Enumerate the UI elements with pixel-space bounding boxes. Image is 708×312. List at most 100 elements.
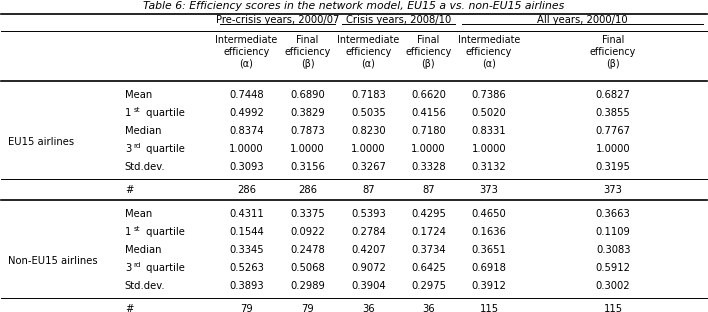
Text: Final
efficiency
(β): Final efficiency (β) — [405, 35, 452, 69]
Text: 0.6890: 0.6890 — [290, 90, 325, 100]
Text: 0.3734: 0.3734 — [411, 245, 446, 255]
Text: Median: Median — [125, 245, 161, 255]
Text: 0.6620: 0.6620 — [411, 90, 446, 100]
Text: 0.3267: 0.3267 — [351, 162, 386, 172]
Text: #: # — [125, 185, 133, 195]
Text: Final
efficiency
(β): Final efficiency (β) — [590, 35, 636, 69]
Text: Mean: Mean — [125, 90, 152, 100]
Text: 115: 115 — [479, 304, 498, 312]
Text: 0.2975: 0.2975 — [411, 281, 446, 291]
Text: All years, 2000/10: All years, 2000/10 — [537, 15, 628, 25]
Text: 0.1544: 0.1544 — [229, 227, 264, 237]
Text: 0.3651: 0.3651 — [472, 245, 506, 255]
Text: 0.9072: 0.9072 — [351, 263, 386, 273]
Text: rd: rd — [133, 143, 141, 149]
Text: 1.0000: 1.0000 — [472, 144, 506, 154]
Text: 0.1109: 0.1109 — [595, 227, 631, 237]
Text: 87: 87 — [362, 185, 375, 195]
Text: 0.3132: 0.3132 — [472, 162, 506, 172]
Text: quartile: quartile — [143, 263, 185, 273]
Text: 0.7183: 0.7183 — [351, 90, 386, 100]
Text: Median: Median — [125, 126, 161, 136]
Text: 0.0922: 0.0922 — [290, 227, 325, 237]
Text: 0.8331: 0.8331 — [472, 126, 506, 136]
Text: 0.3345: 0.3345 — [229, 245, 264, 255]
Text: Intermediate
efficiency
(α): Intermediate efficiency (α) — [337, 35, 399, 69]
Text: 0.2478: 0.2478 — [290, 245, 325, 255]
Text: 3: 3 — [125, 263, 131, 273]
Text: 0.5393: 0.5393 — [351, 209, 386, 219]
Text: 0.3156: 0.3156 — [290, 162, 325, 172]
Text: 0.7767: 0.7767 — [595, 126, 631, 136]
Text: 0.3893: 0.3893 — [229, 281, 264, 291]
Text: 0.5035: 0.5035 — [351, 108, 386, 118]
Text: 373: 373 — [479, 185, 498, 195]
Text: #: # — [125, 304, 133, 312]
Text: 3: 3 — [125, 144, 131, 154]
Text: 0.3829: 0.3829 — [290, 108, 325, 118]
Text: 0.2989: 0.2989 — [290, 281, 325, 291]
Text: Mean: Mean — [125, 209, 152, 219]
Text: 0.4207: 0.4207 — [351, 245, 386, 255]
Text: 0.5068: 0.5068 — [290, 263, 325, 273]
Text: 0.7873: 0.7873 — [290, 126, 325, 136]
Text: 0.6827: 0.6827 — [595, 90, 631, 100]
Text: 0.1636: 0.1636 — [472, 227, 506, 237]
Text: 0.6918: 0.6918 — [472, 263, 506, 273]
Text: 0.7386: 0.7386 — [472, 90, 506, 100]
Text: 0.3855: 0.3855 — [596, 108, 631, 118]
Text: quartile: quartile — [143, 227, 185, 237]
Text: Intermediate
efficiency
(α): Intermediate efficiency (α) — [215, 35, 278, 69]
Text: 0.8230: 0.8230 — [351, 126, 386, 136]
Text: 1.0000: 1.0000 — [411, 144, 446, 154]
Text: 373: 373 — [604, 185, 622, 195]
Text: 0.3912: 0.3912 — [472, 281, 506, 291]
Text: 0.7180: 0.7180 — [411, 126, 446, 136]
Text: 79: 79 — [240, 304, 253, 312]
Text: 0.3663: 0.3663 — [596, 209, 631, 219]
Text: 286: 286 — [298, 185, 317, 195]
Text: Std.dev.: Std.dev. — [125, 281, 166, 291]
Text: Crisis years, 2008/10: Crisis years, 2008/10 — [346, 15, 451, 25]
Text: quartile: quartile — [143, 144, 185, 154]
Text: Non-EU15 airlines: Non-EU15 airlines — [8, 256, 98, 266]
Text: 0.4992: 0.4992 — [229, 108, 264, 118]
Text: Std.dev.: Std.dev. — [125, 162, 166, 172]
Text: st: st — [133, 107, 140, 113]
Text: 1.0000: 1.0000 — [229, 144, 264, 154]
Text: 1: 1 — [125, 227, 131, 237]
Text: 0.3328: 0.3328 — [411, 162, 446, 172]
Text: st: st — [133, 226, 140, 232]
Text: 0.5263: 0.5263 — [229, 263, 264, 273]
Text: 36: 36 — [422, 304, 435, 312]
Text: 0.3375: 0.3375 — [290, 209, 325, 219]
Text: 0.4295: 0.4295 — [411, 209, 446, 219]
Text: 1: 1 — [125, 108, 131, 118]
Text: 0.6425: 0.6425 — [411, 263, 446, 273]
Text: rd: rd — [133, 262, 141, 268]
Text: 286: 286 — [237, 185, 256, 195]
Text: 0.5020: 0.5020 — [472, 108, 506, 118]
Text: 1.0000: 1.0000 — [596, 144, 631, 154]
Text: 79: 79 — [301, 304, 314, 312]
Text: 0.4650: 0.4650 — [472, 209, 506, 219]
Text: 1.0000: 1.0000 — [290, 144, 325, 154]
Text: 0.4311: 0.4311 — [229, 209, 264, 219]
Text: 0.7448: 0.7448 — [229, 90, 264, 100]
Text: 36: 36 — [362, 304, 375, 312]
Text: Pre-crisis years, 2000/07: Pre-crisis years, 2000/07 — [216, 15, 339, 25]
Text: 0.1724: 0.1724 — [411, 227, 446, 237]
Text: 0.5912: 0.5912 — [595, 263, 631, 273]
Text: 0.8374: 0.8374 — [229, 126, 264, 136]
Text: 0.3093: 0.3093 — [229, 162, 264, 172]
Text: 115: 115 — [604, 304, 623, 312]
Text: 0.4156: 0.4156 — [411, 108, 446, 118]
Text: Final
efficiency
(β): Final efficiency (β) — [285, 35, 331, 69]
Text: Table 6: Efficiency scores in the network model, EU15 a vs. non-EU15 airlines: Table 6: Efficiency scores in the networ… — [144, 1, 564, 11]
Text: 0.3002: 0.3002 — [596, 281, 631, 291]
Text: Intermediate
efficiency
(α): Intermediate efficiency (α) — [458, 35, 520, 69]
Text: 0.3904: 0.3904 — [351, 281, 386, 291]
Text: 0.2784: 0.2784 — [351, 227, 386, 237]
Text: 0.3083: 0.3083 — [596, 245, 630, 255]
Text: EU15 airlines: EU15 airlines — [8, 137, 74, 147]
